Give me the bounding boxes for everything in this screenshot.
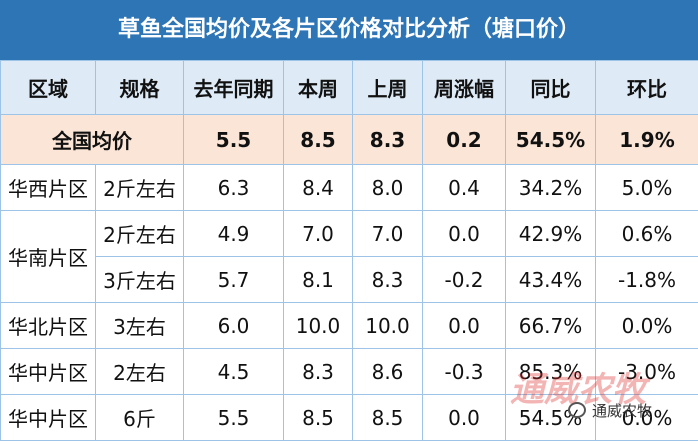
national-cell: 5.5 (183, 114, 284, 165)
value-cell: 85.3% (505, 348, 596, 395)
national-cell: 54.5% (505, 114, 596, 165)
title: 草鱼全国均价及各片区价格对比分析（塘口价） (0, 0, 698, 60)
value-cell: 8.1 (283, 256, 353, 303)
data-row: 华北片区 3左右 6.0 10.0 10.0 0.0 66.7% 0.0% (0, 302, 698, 349)
header-cell: 规格 (95, 60, 184, 115)
header-cell: 同比 (505, 60, 596, 115)
national-cell: 8.3 (352, 114, 423, 165)
value-cell: 54.5% (505, 394, 596, 441)
price-table: 区域 规格 去年同期 本周 上周 周涨幅 同比 环比 全国均价 5.5 8.5 8.3 0.2 54.5%… (0, 60, 698, 441)
spec-cell: 2斤左右 (95, 164, 184, 211)
value-cell: 0.0% (595, 302, 698, 349)
national-cell: 0.2 (422, 114, 506, 165)
value-cell: 5.5 (183, 394, 284, 441)
account-icon (568, 402, 586, 418)
value-cell: 43.4% (505, 256, 596, 303)
header-cell: 周涨幅 (422, 60, 506, 115)
value-cell: 0.0 (422, 394, 506, 441)
value-cell: -0.2 (422, 256, 506, 303)
value-cell: 10.0 (283, 302, 353, 349)
value-cell: 8.6 (352, 348, 423, 395)
header-cell: 去年同期 (183, 60, 284, 115)
data-row: 3斤左右 5.7 8.1 8.3 -0.2 43.4% -1.8% (1, 256, 698, 303)
region-cell: 华中片区 (0, 348, 96, 395)
region-cell: 华西片区 (0, 164, 96, 211)
region-cell: 华北片区 (0, 302, 96, 349)
value-cell: 0.0% (595, 394, 698, 441)
region-cell: 华南片区 (0, 210, 96, 303)
value-cell: 6.0 (183, 302, 284, 349)
spec-cell: 2左右 (95, 348, 184, 395)
value-cell: -1.8% (595, 256, 698, 303)
account-name: 通威农牧 (592, 402, 653, 420)
data-row: 华南片区 2斤左右 4.9 7.0 7.0 0.0 42.9% 0.6% (0, 210, 698, 303)
value-cell: 34.2% (505, 164, 596, 211)
value-cell: 8.3 (352, 256, 423, 303)
spec-cell: 6斤 (95, 394, 184, 441)
header-cell: 区域 (0, 60, 96, 115)
value-cell: 0.4 (422, 164, 506, 211)
data-row: 华西片区 2斤左右 6.3 8.4 8.0 0.4 34.2% 5.0% (0, 164, 698, 211)
value-cell: 5.0% (595, 164, 698, 211)
value-cell: -3.0% (595, 348, 698, 395)
header-row: 区域 规格 去年同期 本周 上周 周涨幅 同比 环比 (0, 60, 698, 115)
value-cell: 66.7% (505, 302, 596, 349)
region-cell: 华中片区 (0, 394, 96, 441)
value-cell: 0.6% (595, 210, 698, 257)
spec-cell: 3左右 (95, 302, 184, 349)
value-cell: 4.5 (183, 348, 284, 395)
value-cell: 10.0 (352, 302, 423, 349)
national-cell: 1.9% (595, 114, 698, 165)
data-row: 华中片区 2左右 4.5 8.3 8.6 -0.3 85.3% -3.0% (0, 348, 698, 395)
value-cell: 7.0 (283, 210, 353, 257)
value-cell: 5.7 (183, 256, 284, 303)
value-cell: 8.3 (283, 348, 353, 395)
spec-cell: 3斤左右 (95, 256, 184, 303)
national-label: 全国均价 (0, 114, 184, 165)
value-cell: 7.0 (352, 210, 423, 257)
value-cell: 0.0 (422, 302, 506, 349)
value-cell: 0.0 (422, 210, 506, 257)
value-cell: 4.9 (183, 210, 284, 257)
value-cell: 8.0 (352, 164, 423, 211)
table-body: 区域 规格 去年同期 本周 上周 周涨幅 同比 环比 全国均价 5.5 8.5 8.3 0.2 54.5%… (0, 60, 698, 441)
value-cell: 8.5 (352, 394, 423, 441)
value-cell: 6.3 (183, 164, 284, 211)
data-row: 华中片区 6斤 5.5 8.5 8.5 0.0 54.5% 0.0% (0, 394, 698, 441)
national-cell: 8.5 (283, 114, 353, 165)
header-cell: 上周 (352, 60, 423, 115)
value-cell: 8.4 (283, 164, 353, 211)
header-cell: 环比 (595, 60, 698, 115)
value-cell: 42.9% (505, 210, 596, 257)
value-cell: -0.3 (422, 348, 506, 395)
national-row: 全国均价 5.5 8.5 8.3 0.2 54.5% 1.9% (0, 114, 698, 165)
header-cell: 本周 (283, 60, 353, 115)
value-cell: 8.5 (283, 394, 353, 441)
spec-cell: 2斤左右 (95, 210, 184, 257)
